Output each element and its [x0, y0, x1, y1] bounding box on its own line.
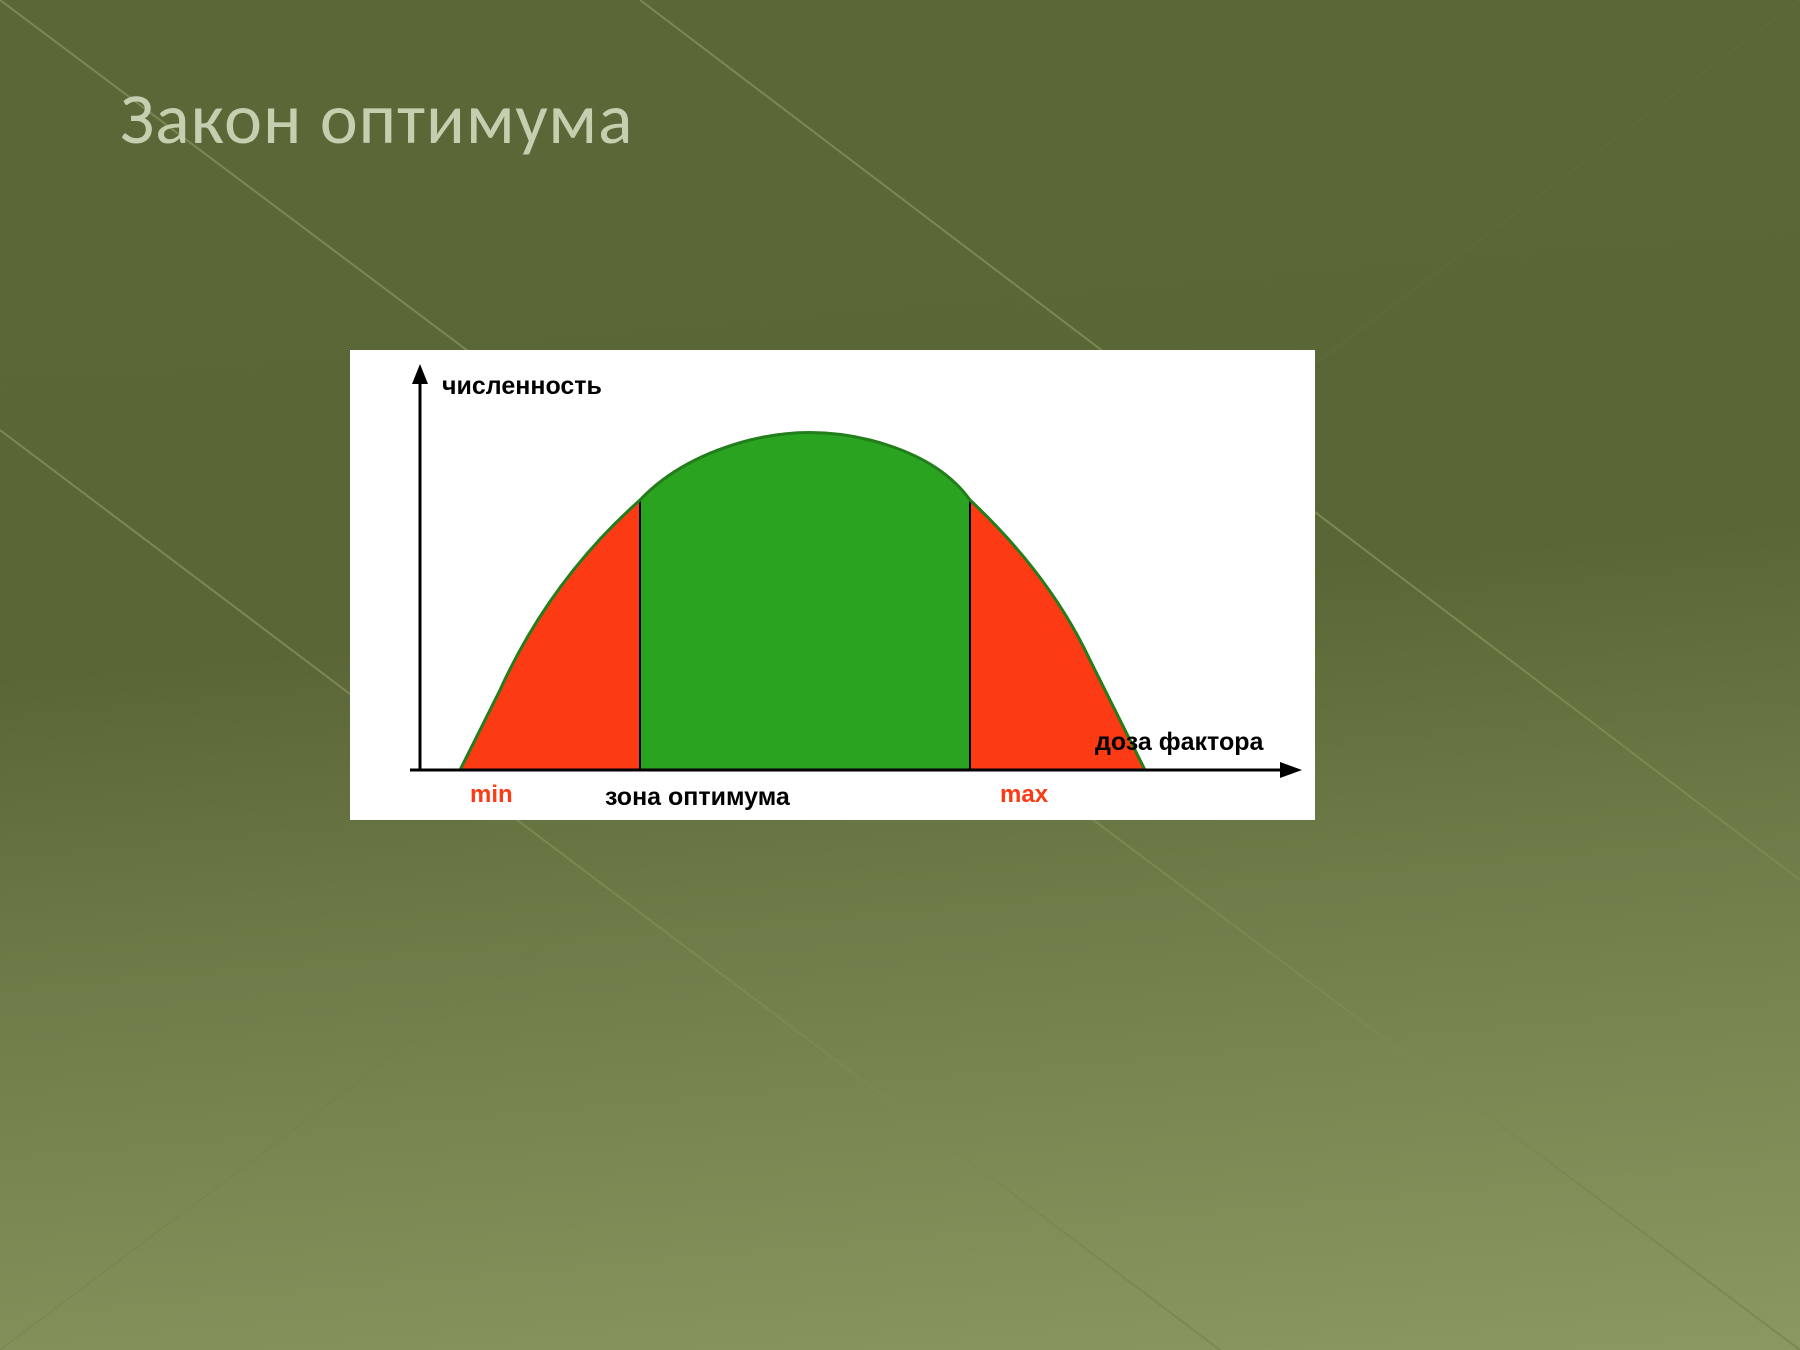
zone-center — [640, 433, 970, 771]
label-min: min — [470, 781, 513, 808]
chart-container: численность доза фактора min зона оптиму… — [350, 350, 1315, 820]
zone-left — [460, 500, 640, 770]
bell-curve-chart: численность доза фактора min зона оптиму… — [350, 350, 1315, 820]
y-axis-label: численность — [442, 372, 602, 400]
slide: Закон оптимума численность доза фактора … — [0, 0, 1800, 1350]
y-axis-arrow-icon — [412, 364, 428, 384]
label-optimum: зона оптимума — [605, 783, 791, 811]
page-title: Закон оптимума — [120, 75, 634, 163]
x-axis-arrow-icon — [1280, 762, 1302, 778]
label-max: max — [1000, 781, 1049, 808]
x-axis-label: доза фактора — [1095, 728, 1265, 756]
